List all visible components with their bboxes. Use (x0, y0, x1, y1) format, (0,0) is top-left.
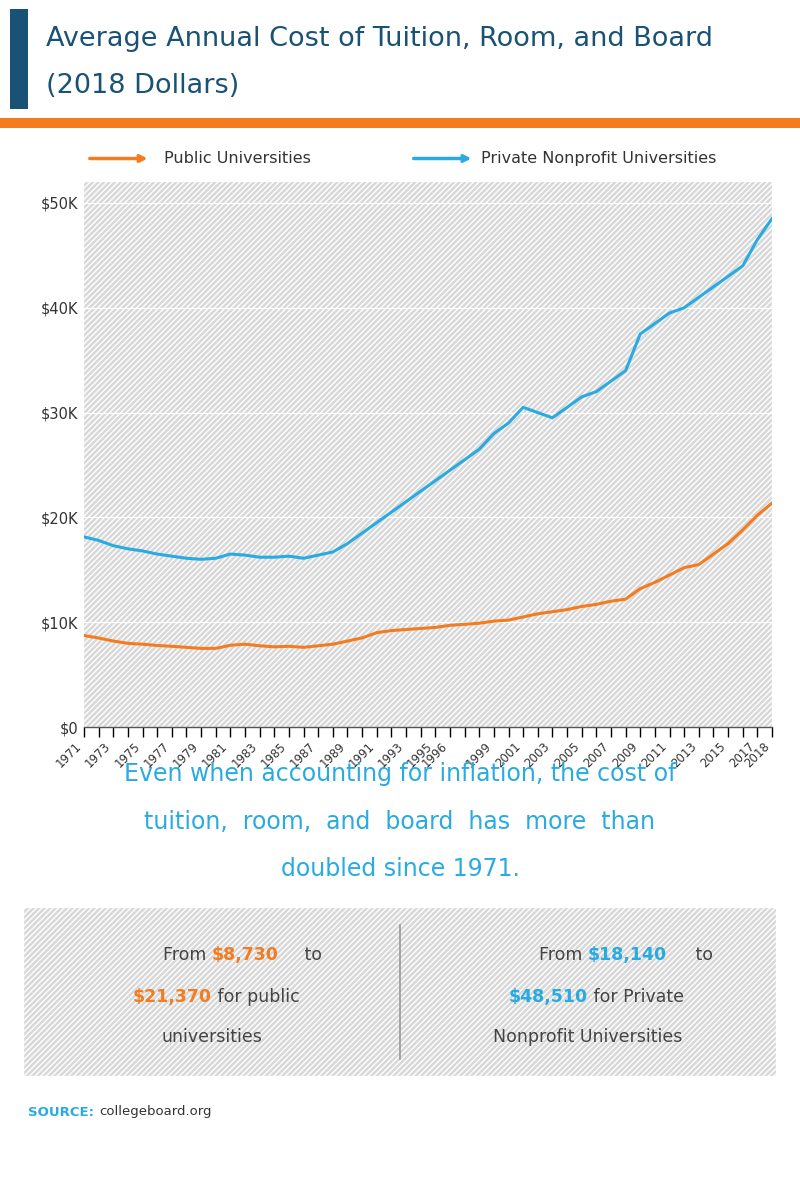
Text: $18,140: $18,140 (588, 946, 667, 964)
Text: $21,370: $21,370 (133, 988, 212, 1005)
Text: $48,510: $48,510 (509, 988, 588, 1005)
Bar (10, 10, 28, 109)
Text: Even when accounting for inflation, the cost of: Even when accounting for inflation, the … (124, 762, 676, 786)
Text: $8,730: $8,730 (212, 946, 279, 964)
Text: doubled since 1971.: doubled since 1971. (281, 857, 519, 881)
Text: collegeboard.org: collegeboard.org (99, 1106, 212, 1118)
Text: Nonprofit Universities: Nonprofit Universities (494, 1028, 682, 1046)
Text: From: From (163, 946, 212, 964)
Text: Private Nonprofit Universities: Private Nonprofit Universities (482, 151, 717, 166)
Text: to: to (299, 946, 322, 964)
Text: SOURCE:: SOURCE: (28, 1106, 94, 1118)
Text: to: to (690, 946, 714, 964)
Text: for public: for public (212, 988, 300, 1005)
Text: Average Annual Cost of Tuition, Room, and Board: Average Annual Cost of Tuition, Room, an… (46, 26, 714, 51)
Text: universities: universities (162, 1028, 262, 1046)
Bar (84, 182, 772, 727)
Text: tuition,  room,  and  board  has  more  than: tuition, room, and board has more than (145, 810, 655, 834)
Text: (2018 Dollars): (2018 Dollars) (46, 73, 240, 99)
Text: for Private: for Private (588, 988, 684, 1005)
Text: From: From (539, 946, 588, 964)
Text: Public Universities: Public Universities (165, 151, 311, 166)
